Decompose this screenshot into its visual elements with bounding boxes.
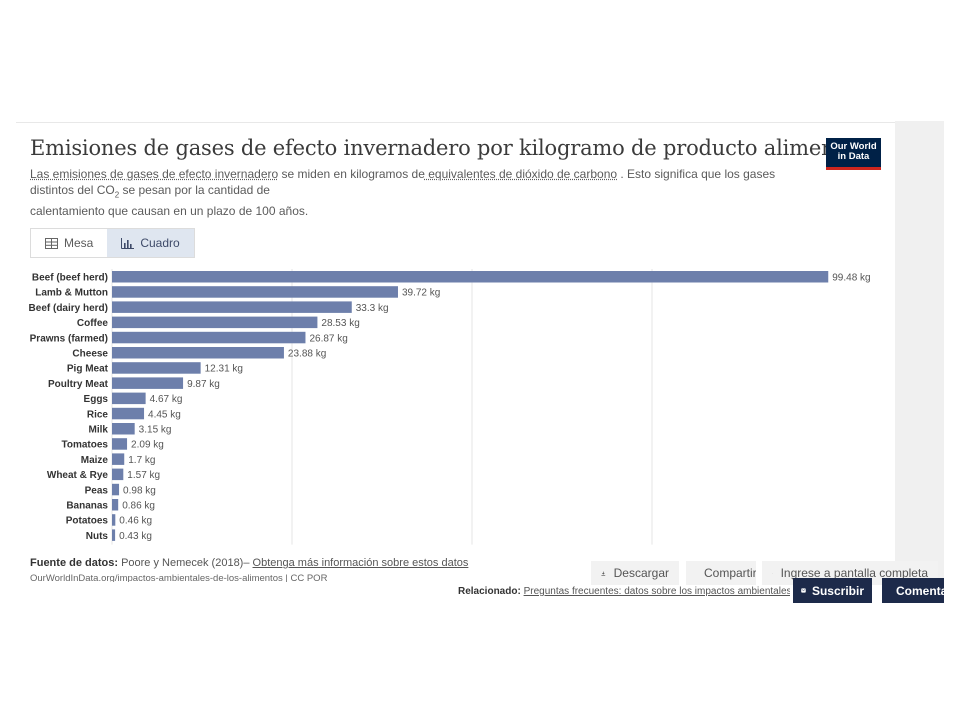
chart-subtitle: Las emisiones de gases de efecto inverna… [30,166,820,219]
bar[interactable] [112,301,352,313]
category-label: Pig Meat [67,364,109,375]
value-label: 4.67 kg [150,394,183,405]
tab-chart[interactable]: Cuadro [107,229,194,257]
bar[interactable] [112,468,124,481]
value-label: 99.48 kg [832,273,870,284]
ghg-link[interactable]: Las emisiones de gases de efecto inverna… [30,167,279,181]
comment-button[interactable]: Comentar [882,578,944,603]
fullscreen-label: Ingrese a pantalla completa [780,566,928,580]
chart-icon [121,237,135,249]
bar[interactable] [112,286,398,298]
bar[interactable] [112,316,318,329]
value-label: 3.15 kg [139,425,172,436]
category-label: Maize [81,455,109,466]
right-background-strip [895,121,944,599]
value-label: 39.72 kg [402,288,440,299]
expand-icon [772,572,773,574]
bar[interactable] [112,392,146,405]
value-label: 0.86 kg [122,501,155,512]
category-label: Beef (beef herd) [32,273,108,284]
value-label: 4.45 kg [148,409,181,420]
comment-label: Comentar [896,583,944,598]
subtitle-text-1: se miden en kilogramos de [278,167,425,181]
value-label: 1.57 kg [127,470,160,481]
value-label: 2.09 kg [131,440,164,451]
value-label: 23.88 kg [288,349,326,360]
table-icon [45,237,58,249]
subscript-two: 2 [114,190,120,200]
share-label: Compartir [704,566,756,580]
download-label: Descargar [613,566,669,580]
category-label: Beef (dairy herd) [29,303,108,314]
chart-title: Emisiones de gases de efecto invernadero… [30,136,880,160]
subtitle-text-2: . Esto significa que los gases distintos… [30,167,776,197]
category-label: Eggs [84,394,109,405]
value-label: 0.43 kg [119,531,152,542]
bar[interactable] [112,529,116,541]
tab-table-label: Mesa [64,236,94,250]
value-label: 28.53 kg [321,318,359,329]
bar[interactable] [112,362,201,374]
tab-chart-label: Cuadro [140,236,180,250]
category-label: Nuts [86,531,109,542]
category-label: Milk [89,425,109,436]
subtitle-text-3: se pesan por la cantidad de [119,183,270,197]
bar[interactable] [112,514,116,526]
co2eq-link[interactable]: equivalentes de dióxido de carbono [424,167,618,181]
category-label: Potatoes [66,516,109,527]
bar[interactable] [112,483,120,496]
value-label: 26.87 kg [309,333,347,344]
bar[interactable] [112,331,306,344]
category-label: Prawns (farmed) [30,333,108,344]
source-text: Poore y Nemecek (2018)– [118,557,253,569]
value-label: 0.98 kg [123,485,156,496]
logo-line-2: in Data [837,151,870,162]
value-label: 12.31 kg [205,364,243,375]
share-button[interactable]: Compartir [686,561,756,585]
bar[interactable] [112,438,128,450]
bar[interactable] [112,271,829,283]
subscribe-label: Suscribir [811,583,864,598]
category-label: Rice [87,409,109,420]
source-line: Fuente de datos: Poore y Nemecek (2018)–… [30,557,468,569]
category-label: Peas [85,485,109,496]
learn-more-link[interactable]: Obtenga más información sobre estos dato… [252,557,469,569]
category-label: Lamb & Mutton [35,288,108,299]
category-label: Bananas [66,501,108,512]
faq-link[interactable]: Preguntas frecuentes: datos sobre los im… [523,586,790,597]
owid-logo[interactable]: Our World in Data [826,138,881,170]
logo-line-1: Our World [830,141,877,152]
download-button[interactable]: Descargar [591,561,679,585]
category-label: Tomatoes [62,440,109,451]
value-label: 1.7 kg [128,455,155,466]
category-label: Wheat & Rye [47,470,109,481]
bar[interactable] [112,499,119,511]
tab-table[interactable]: Mesa [31,229,107,257]
bar[interactable] [112,423,135,435]
value-label: 0.46 kg [119,516,152,527]
bar[interactable] [112,453,125,465]
envelope-icon [801,588,806,593]
bar-chart: Beef (beef herd) 99.48 kg Lamb & Mutton 39.… [29,269,871,545]
category-label: Cheese [72,349,108,360]
source-label: Fuente de datos: [30,557,119,569]
value-label: 9.87 kg [187,379,220,390]
bar[interactable] [112,347,284,359]
related-label: Relacionado: [458,586,521,597]
bar[interactable] [112,407,145,420]
related-line: Relacionado: Preguntas frecuentes: datos… [458,586,790,597]
subtitle-text-4: calentamiento que causan en un plazo de … [30,204,309,219]
subscribe-button[interactable]: Suscribir [793,578,872,603]
value-label: 33.3 kg [356,303,389,314]
download-icon [601,571,606,576]
category-label: Poultry Meat [48,379,109,390]
category-label: Coffee [77,318,109,329]
card-border [16,122,895,123]
bar[interactable] [112,377,184,389]
url-line[interactable]: OurWorldInData.org/impactos-ambientales-… [30,573,328,582]
view-tabs: Mesa Cuadro [30,228,195,258]
